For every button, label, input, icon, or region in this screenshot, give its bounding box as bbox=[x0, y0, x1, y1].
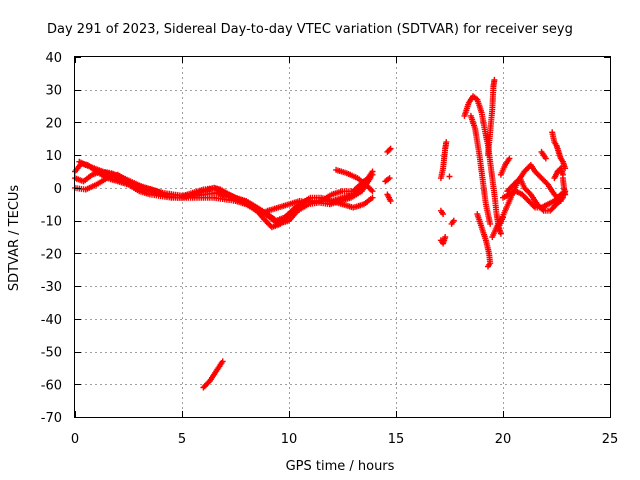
y-tick-label: -70 bbox=[41, 411, 62, 426]
data-point bbox=[450, 217, 457, 224]
y-tick-label: -50 bbox=[41, 346, 62, 361]
data-track bbox=[559, 175, 569, 198]
data-point bbox=[387, 145, 394, 152]
data-track bbox=[200, 358, 226, 391]
y-tick-label: 20 bbox=[45, 116, 62, 131]
data-track bbox=[384, 145, 394, 155]
y-tick-label: 0 bbox=[54, 182, 62, 197]
data-point bbox=[219, 358, 226, 365]
x-tick-label: 25 bbox=[602, 432, 619, 447]
data-track bbox=[384, 191, 394, 204]
x-tick-label: 15 bbox=[388, 432, 405, 447]
y-tick-label: 10 bbox=[45, 149, 62, 164]
data-track bbox=[446, 173, 453, 180]
data-point bbox=[500, 214, 506, 221]
data-point bbox=[559, 171, 566, 178]
x-axis-tick-labels: 0 5 10 15 20 25 bbox=[71, 432, 618, 447]
data-point bbox=[367, 175, 374, 182]
data-track bbox=[448, 217, 457, 227]
data-track bbox=[437, 207, 447, 218]
data-track bbox=[461, 93, 504, 237]
data-track bbox=[474, 211, 494, 270]
data-point bbox=[369, 188, 376, 195]
plot-frame bbox=[74, 56, 611, 418]
data-point bbox=[485, 263, 491, 270]
data-point bbox=[442, 234, 449, 240]
data-track bbox=[333, 166, 376, 195]
y-tick-label: -60 bbox=[41, 378, 62, 393]
data-track bbox=[497, 155, 513, 178]
y-axis-tick-labels: -70 -60 -50 -40 -30 -20 -10 0 10 20 30 40 bbox=[41, 51, 62, 426]
data-track bbox=[485, 76, 498, 159]
data-track bbox=[437, 139, 450, 182]
data-track bbox=[437, 234, 449, 247]
data-point bbox=[491, 76, 498, 83]
plot-area bbox=[72, 76, 569, 391]
data-track bbox=[467, 112, 494, 227]
data-track bbox=[382, 175, 393, 185]
data-point bbox=[542, 155, 549, 162]
y-tick-label: -40 bbox=[41, 313, 62, 328]
series-sdtvar bbox=[72, 76, 569, 391]
data-point bbox=[369, 194, 376, 201]
data-track bbox=[76, 158, 374, 227]
y-tick-label: -10 bbox=[41, 215, 62, 230]
chart-title: Day 291 of 2023, Sidereal Day-to-day VTE… bbox=[47, 22, 573, 37]
data-track bbox=[538, 148, 549, 162]
axis-ticks bbox=[75, 57, 611, 418]
y-tick-label: 40 bbox=[45, 51, 62, 66]
x-tick-label: 20 bbox=[495, 432, 512, 447]
x-tick-label: 5 bbox=[178, 432, 186, 447]
y-axis-label: SDTVAR / TECUs bbox=[7, 185, 22, 292]
y-tick-label: -30 bbox=[41, 280, 62, 295]
data-track bbox=[495, 214, 506, 231]
data-track bbox=[549, 129, 569, 172]
data-point bbox=[562, 191, 569, 198]
data-point bbox=[386, 146, 393, 153]
data-point bbox=[487, 220, 494, 227]
data-point bbox=[559, 194, 566, 201]
data-point bbox=[446, 173, 453, 180]
data-track bbox=[551, 165, 566, 182]
x-tick-label: 0 bbox=[71, 432, 79, 447]
data-point bbox=[440, 211, 447, 218]
data-point bbox=[369, 171, 376, 178]
x-axis-label: GPS time / hours bbox=[286, 459, 395, 474]
grid-lines bbox=[75, 57, 610, 417]
x-tick-label: 10 bbox=[281, 432, 298, 447]
data-point bbox=[387, 198, 394, 204]
data-point bbox=[506, 155, 513, 162]
data-point bbox=[497, 230, 504, 237]
y-tick-label: -20 bbox=[41, 247, 62, 262]
data-point bbox=[443, 139, 450, 146]
y-tick-label: 30 bbox=[45, 84, 62, 99]
data-track bbox=[504, 175, 566, 214]
data-point bbox=[386, 175, 393, 182]
